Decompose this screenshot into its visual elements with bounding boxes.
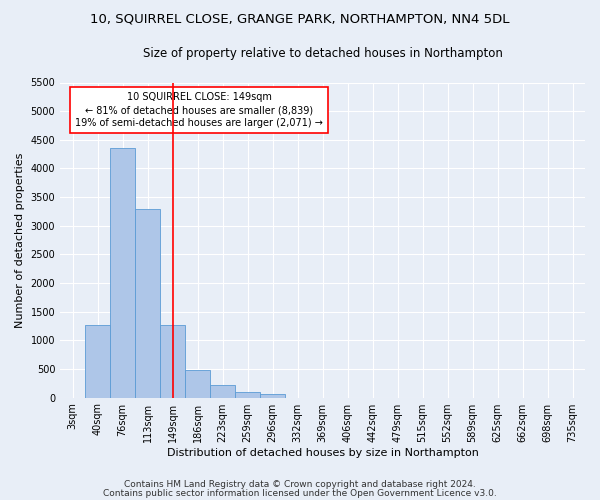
Bar [85,325,110,398]
Bar [210,385,235,398]
Y-axis label: Number of detached properties: Number of detached properties [15,152,25,328]
Text: 10 SQUIRREL CLOSE: 149sqm
← 81% of detached houses are smaller (8,839)
19% of se: 10 SQUIRREL CLOSE: 149sqm ← 81% of detac… [76,92,323,128]
Bar [235,392,260,398]
X-axis label: Distribution of detached houses by size in Northampton: Distribution of detached houses by size … [167,448,479,458]
Text: Contains public sector information licensed under the Open Government Licence v3: Contains public sector information licen… [103,488,497,498]
Title: Size of property relative to detached houses in Northampton: Size of property relative to detached ho… [143,48,503,60]
Bar [260,394,285,398]
Bar [110,148,135,398]
Bar [135,208,160,398]
Bar [160,325,185,398]
Bar [185,370,210,398]
Text: Contains HM Land Registry data © Crown copyright and database right 2024.: Contains HM Land Registry data © Crown c… [124,480,476,489]
Text: 10, SQUIRREL CLOSE, GRANGE PARK, NORTHAMPTON, NN4 5DL: 10, SQUIRREL CLOSE, GRANGE PARK, NORTHAM… [90,12,510,26]
